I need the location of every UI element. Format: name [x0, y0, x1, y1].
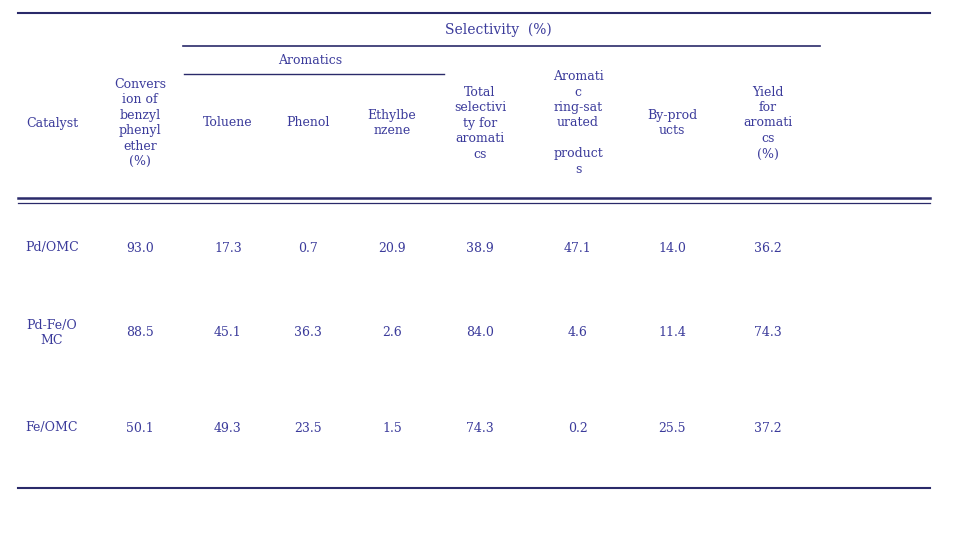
Text: Convers
ion of
benzyl
phenyl
ether
(%): Convers ion of benzyl phenyl ether (%) — [114, 78, 166, 168]
Text: 45.1: 45.1 — [214, 326, 242, 339]
Text: 20.9: 20.9 — [378, 242, 406, 255]
Text: Catalyst: Catalyst — [26, 117, 78, 129]
Text: 14.0: 14.0 — [658, 242, 686, 255]
Text: Pd/OMC: Pd/OMC — [25, 242, 78, 255]
Text: 4.6: 4.6 — [568, 326, 588, 339]
Text: 49.3: 49.3 — [214, 421, 242, 434]
Text: 88.5: 88.5 — [126, 326, 154, 339]
Text: Aromati
c
ring-sat
urated

product
s: Aromati c ring-sat urated product s — [552, 70, 603, 176]
Text: By-prod
ucts: By-prod ucts — [647, 109, 697, 137]
Text: 50.1: 50.1 — [126, 421, 154, 434]
Text: 74.3: 74.3 — [466, 421, 494, 434]
Text: 17.3: 17.3 — [214, 242, 242, 255]
Text: Toluene: Toluene — [203, 117, 253, 129]
Text: 1.5: 1.5 — [382, 421, 402, 434]
Text: Yield
for
aromati
cs
(%): Yield for aromati cs (%) — [744, 85, 792, 161]
Text: 25.5: 25.5 — [658, 421, 686, 434]
Text: Phenol: Phenol — [286, 117, 330, 129]
Text: 36.3: 36.3 — [294, 326, 322, 339]
Text: Aromatics: Aromatics — [278, 54, 342, 66]
Text: Fe/OMC: Fe/OMC — [26, 421, 78, 434]
Text: 23.5: 23.5 — [294, 421, 322, 434]
Text: 47.1: 47.1 — [564, 242, 591, 255]
Text: Total
selectivi
ty for
aromati
cs: Total selectivi ty for aromati cs — [454, 85, 506, 161]
Text: 36.2: 36.2 — [754, 242, 782, 255]
Text: 11.4: 11.4 — [658, 326, 686, 339]
Text: Selectivity  (%): Selectivity (%) — [445, 23, 551, 37]
Text: 38.9: 38.9 — [466, 242, 494, 255]
Text: 37.2: 37.2 — [754, 421, 782, 434]
Text: 84.0: 84.0 — [466, 326, 494, 339]
Text: 93.0: 93.0 — [126, 242, 154, 255]
Text: 0.7: 0.7 — [299, 242, 318, 255]
Text: Pd-Fe/O
MC: Pd-Fe/O MC — [27, 319, 78, 348]
Text: Ethylbe
nzene: Ethylbe nzene — [367, 109, 416, 137]
Text: 74.3: 74.3 — [754, 326, 782, 339]
Text: 2.6: 2.6 — [382, 326, 402, 339]
Text: 0.2: 0.2 — [568, 421, 588, 434]
